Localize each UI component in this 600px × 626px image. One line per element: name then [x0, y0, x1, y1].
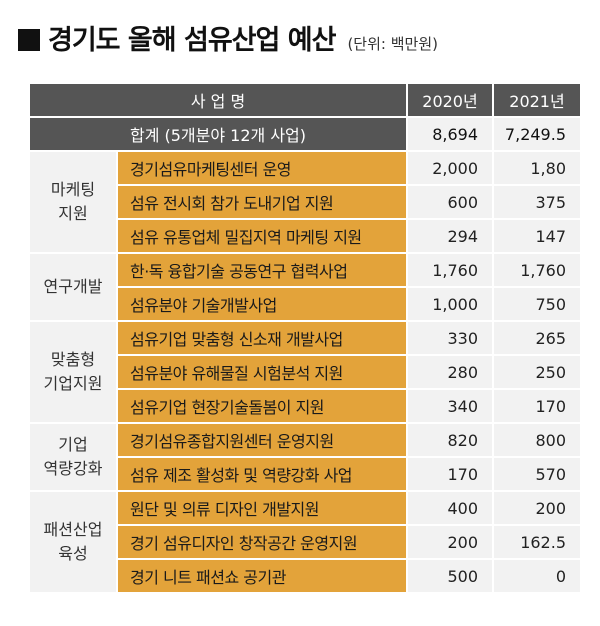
value-2021: 170 [492, 388, 582, 424]
value-2020: 820 [406, 422, 494, 458]
total-2021: 7,249.5 [492, 116, 582, 152]
header-project-name: 사 업 명 [28, 82, 408, 118]
value-2020: 294 [406, 218, 494, 254]
category-label: 육성 [58, 544, 88, 563]
value-2021: 750 [492, 286, 582, 322]
value-2021: 800 [492, 422, 582, 458]
total-2020: 8,694 [406, 116, 494, 152]
page-title: 경기도 올해 섬유산업 예산 (단위: 백만원) [18, 18, 438, 58]
value-2021: 375 [492, 184, 582, 220]
value-2020: 330 [406, 320, 494, 356]
square-bullet-icon [18, 29, 40, 51]
table-row: 연구개발 한·독 융합기술 공동연구 협력사업 1,760 1,760 [28, 252, 582, 322]
table-row: 섬유분야 유해물질 시험분석 지원 280 250 [29, 354, 582, 390]
value-2020: 1,760 [406, 252, 494, 288]
value-2021: 1,760 [492, 252, 582, 288]
project-name: 섬유 제조 활성화 및 역량강화 사업 [116, 456, 408, 492]
total-label: 합계 (5개분야 12개 사업) [28, 116, 408, 152]
unit-note: (단위: 백만원) [347, 35, 438, 53]
project-name: 섬유 전시회 참가 도내기업 지원 [116, 184, 408, 220]
project-name: 경기섬유마케팅센터 운영 [116, 150, 408, 186]
project-name: 섬유분야 유해물질 시험분석 지원 [116, 354, 408, 390]
value-2020: 170 [406, 456, 494, 492]
value-2020: 600 [406, 184, 494, 220]
table-row: 맞춤형 기업지원 섬유기업 맞춤형 신소재 개발사업 330 265 [28, 320, 582, 424]
header-row: 사 업 명 2020년 2021년 [28, 82, 582, 118]
category-label: 맞춤형 [50, 350, 96, 369]
category-label: 역량강화 [43, 459, 103, 478]
value-2020: 2,000 [406, 150, 494, 186]
category-label: 연구개발 [43, 277, 103, 296]
project-name: 경기섬유종합지원센터 운영지원 [116, 422, 408, 458]
budget-table: 사 업 명 2020년 2021년 합계 (5개분야 12개 사업) 8,694… [28, 82, 582, 594]
project-name: 섬유기업 맞춤형 신소재 개발사업 [116, 320, 408, 356]
category-label: 지원 [58, 204, 88, 223]
value-2020: 1,000 [406, 286, 494, 322]
value-2021: 0 [492, 558, 582, 594]
project-name: 섬유 유통업체 밀집지역 마케팅 지원 [116, 218, 408, 254]
table-row: 경기 니트 패션쇼 공기관 500 0 [29, 558, 582, 594]
project-name: 섬유분야 기술개발사업 [116, 286, 408, 322]
total-row: 합계 (5개분야 12개 사업) 8,694 7,249.5 [28, 116, 582, 152]
table-row: 섬유 전시회 참가 도내기업 지원 600 375 [29, 184, 582, 220]
table-row: 기업 역량강화 경기섬유종합지원센터 운영지원 820 800 [28, 422, 582, 492]
category-label: 마케팅 [50, 180, 96, 199]
value-2021: 147 [492, 218, 582, 254]
value-2020: 200 [406, 524, 494, 560]
project-name: 원단 및 의류 디자인 개발지원 [116, 490, 408, 526]
table-row: 섬유분야 기술개발사업 1,000 750 [29, 286, 582, 322]
table-row: 마케팅 지원 경기섬유마케팅센터 운영 2,000 1,80 [28, 150, 582, 254]
value-2021: 200 [492, 490, 582, 526]
table-row: 섬유 유통업체 밀집지역 마케팅 지원 294 147 [29, 218, 582, 254]
project-name: 경기 섬유디자인 창작공간 운영지원 [116, 524, 408, 560]
value-2020: 340 [406, 388, 494, 424]
project-name: 섬유기업 현장기술돌봄이 지원 [116, 388, 408, 424]
project-name: 한·독 융합기술 공동연구 협력사업 [116, 252, 408, 288]
table-row: 패션산업 육성 원단 및 의류 디자인 개발지원 400 200 [28, 490, 582, 594]
value-2021: 570 [492, 456, 582, 492]
header-2021: 2021년 [492, 82, 582, 118]
category-label: 기업 [58, 435, 88, 454]
value-2020: 400 [406, 490, 494, 526]
project-name: 경기 니트 패션쇼 공기관 [116, 558, 408, 594]
value-2021: 1,80 [492, 150, 582, 186]
category-label: 기업지원 [43, 374, 103, 393]
table-row: 섬유기업 현장기술돌봄이 지원 340 170 [29, 388, 582, 424]
table-row: 경기 섬유디자인 창작공간 운영지원 200 162.5 [29, 524, 582, 560]
title-text: 경기도 올해 섬유산업 예산 [48, 25, 336, 56]
header-2020: 2020년 [406, 82, 494, 118]
value-2020: 500 [406, 558, 494, 594]
value-2021: 250 [492, 354, 582, 390]
value-2021: 162.5 [492, 524, 582, 560]
table-row: 섬유 제조 활성화 및 역량강화 사업 170 570 [29, 456, 582, 492]
value-2021: 265 [492, 320, 582, 356]
value-2020: 280 [406, 354, 494, 390]
category-label: 패션산업 [43, 520, 103, 539]
category-cell: 연구개발 [28, 252, 118, 322]
